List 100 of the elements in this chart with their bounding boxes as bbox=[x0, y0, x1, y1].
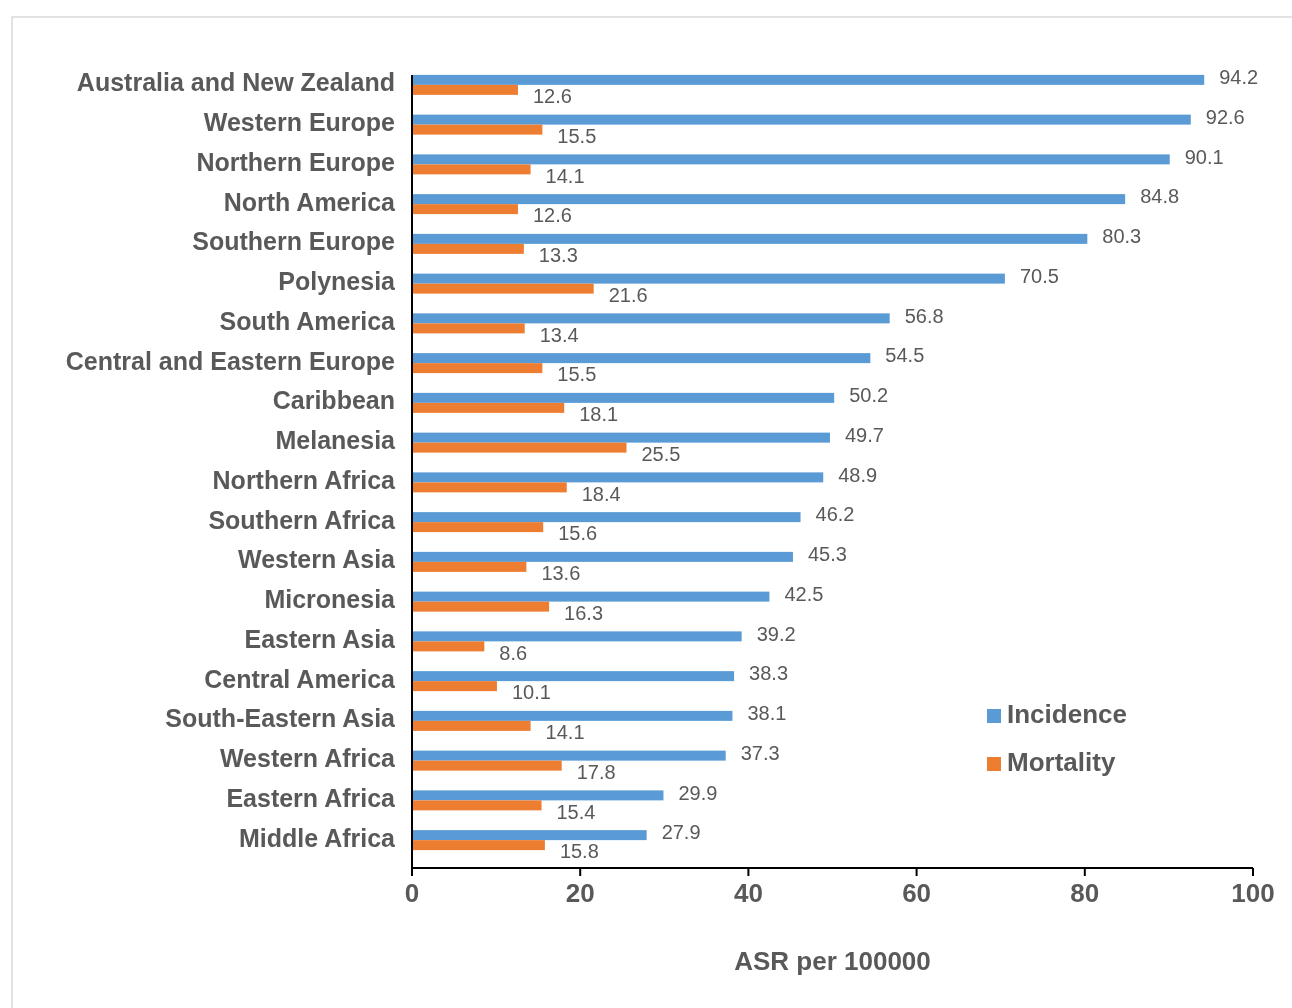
data-label: 84.8 bbox=[1140, 185, 1180, 208]
bar bbox=[412, 233, 1088, 244]
data-label: 94.2 bbox=[1219, 66, 1259, 89]
bar bbox=[412, 273, 1005, 284]
bar bbox=[412, 790, 664, 801]
bar bbox=[412, 482, 567, 493]
bar bbox=[412, 432, 830, 443]
bar bbox=[412, 124, 543, 135]
bar bbox=[412, 681, 497, 692]
bar bbox=[412, 601, 550, 612]
y-tick-label: Caribbean bbox=[272, 386, 395, 415]
bar bbox=[412, 194, 1126, 205]
y-tick-label: Melanesia bbox=[275, 426, 397, 455]
data-label: 38.3 bbox=[749, 662, 789, 685]
y-tick-label: North America bbox=[223, 187, 397, 216]
y-tick-label: Central and Eastern Europe bbox=[65, 346, 396, 375]
bar bbox=[412, 313, 890, 324]
bar bbox=[412, 74, 1205, 85]
data-label: 38.1 bbox=[747, 702, 787, 725]
data-label: 10.1 bbox=[511, 681, 551, 704]
bar bbox=[412, 204, 518, 215]
data-label: 25.5 bbox=[641, 442, 681, 465]
bar bbox=[412, 830, 647, 841]
legend-label: Incidence bbox=[1007, 698, 1127, 729]
data-label: 13.3 bbox=[538, 244, 578, 267]
data-label: 15.6 bbox=[558, 522, 598, 545]
bar bbox=[412, 402, 565, 413]
data-label: 13.4 bbox=[539, 323, 579, 346]
data-label: 15.5 bbox=[557, 124, 597, 147]
data-label: 18.1 bbox=[579, 403, 619, 426]
x-axis-title: ASR per 100000 bbox=[734, 946, 931, 976]
data-label: 39.2 bbox=[756, 622, 796, 645]
bar bbox=[412, 760, 562, 771]
y-tick-label: Micronesia bbox=[264, 585, 397, 614]
x-tick-label: 0 bbox=[404, 878, 420, 908]
data-label: 92.6 bbox=[1205, 105, 1245, 128]
bar bbox=[412, 154, 1170, 165]
data-label: 14.1 bbox=[545, 721, 585, 744]
data-label: 18.4 bbox=[581, 482, 621, 505]
data-label: 49.7 bbox=[844, 423, 884, 446]
data-label: 15.4 bbox=[556, 800, 596, 823]
bar bbox=[412, 631, 742, 642]
data-label: 42.5 bbox=[784, 582, 824, 605]
data-label: 56.8 bbox=[904, 304, 944, 327]
data-label: 54.5 bbox=[885, 344, 925, 367]
y-tick-label: Central America bbox=[204, 664, 397, 693]
data-label: 21.6 bbox=[608, 283, 648, 306]
y-tick-label: South America bbox=[219, 306, 397, 335]
x-tick-label: 80 bbox=[1070, 878, 1100, 908]
bar bbox=[412, 710, 733, 721]
y-tick-label: Northern Africa bbox=[212, 465, 397, 494]
y-tick-label: Western Africa bbox=[219, 744, 397, 773]
data-label: 12.6 bbox=[532, 204, 572, 227]
data-label: 12.6 bbox=[532, 85, 572, 108]
x-tick-label: 20 bbox=[565, 878, 595, 908]
bar bbox=[412, 243, 524, 254]
y-tick-label: Western Europe bbox=[203, 108, 396, 137]
bar bbox=[412, 522, 544, 533]
data-label: 70.5 bbox=[1019, 264, 1059, 287]
x-tick-label: 100 bbox=[1231, 878, 1275, 908]
bar bbox=[412, 283, 594, 294]
bar bbox=[412, 84, 518, 95]
bar bbox=[412, 671, 735, 682]
bar bbox=[412, 363, 543, 374]
y-tick-label: Northern Europe bbox=[196, 147, 396, 176]
bar bbox=[412, 800, 542, 811]
data-label: 14.1 bbox=[545, 164, 585, 187]
data-label: 90.1 bbox=[1184, 145, 1224, 168]
data-label: 29.9 bbox=[678, 781, 718, 804]
data-label: 15.8 bbox=[559, 840, 599, 863]
x-tick-label: 40 bbox=[733, 878, 763, 908]
data-label: 13.6 bbox=[541, 562, 581, 585]
data-label: 45.3 bbox=[807, 543, 847, 566]
y-tick-label: Australia and New Zealand bbox=[76, 68, 395, 97]
bar bbox=[412, 840, 545, 851]
y-tick-label: Eastern Africa bbox=[226, 783, 397, 812]
data-label: 48.9 bbox=[838, 463, 878, 486]
y-tick-label: Polynesia bbox=[278, 267, 397, 296]
y-tick-label: Eastern Asia bbox=[244, 624, 397, 653]
bar bbox=[412, 353, 871, 364]
bar bbox=[412, 750, 726, 761]
data-label: 16.3 bbox=[564, 601, 604, 624]
bar bbox=[412, 392, 835, 403]
bar bbox=[412, 442, 627, 453]
bar bbox=[412, 114, 1191, 125]
y-tick-label: Southern Europe bbox=[192, 227, 396, 256]
bar bbox=[412, 720, 531, 731]
y-tick-label: Western Asia bbox=[237, 545, 397, 574]
bar bbox=[412, 472, 824, 483]
bar bbox=[412, 641, 485, 652]
data-label: 37.3 bbox=[740, 741, 780, 764]
bar bbox=[412, 551, 793, 562]
data-label: 15.5 bbox=[557, 363, 597, 386]
data-label: 27.9 bbox=[661, 821, 701, 844]
data-label: 80.3 bbox=[1102, 225, 1142, 248]
bar bbox=[412, 512, 801, 523]
bar bbox=[412, 164, 531, 175]
y-tick-label: South-Eastern Asia bbox=[165, 704, 397, 733]
data-label: 50.2 bbox=[849, 384, 889, 407]
y-tick-label: Middle Africa bbox=[238, 823, 397, 852]
